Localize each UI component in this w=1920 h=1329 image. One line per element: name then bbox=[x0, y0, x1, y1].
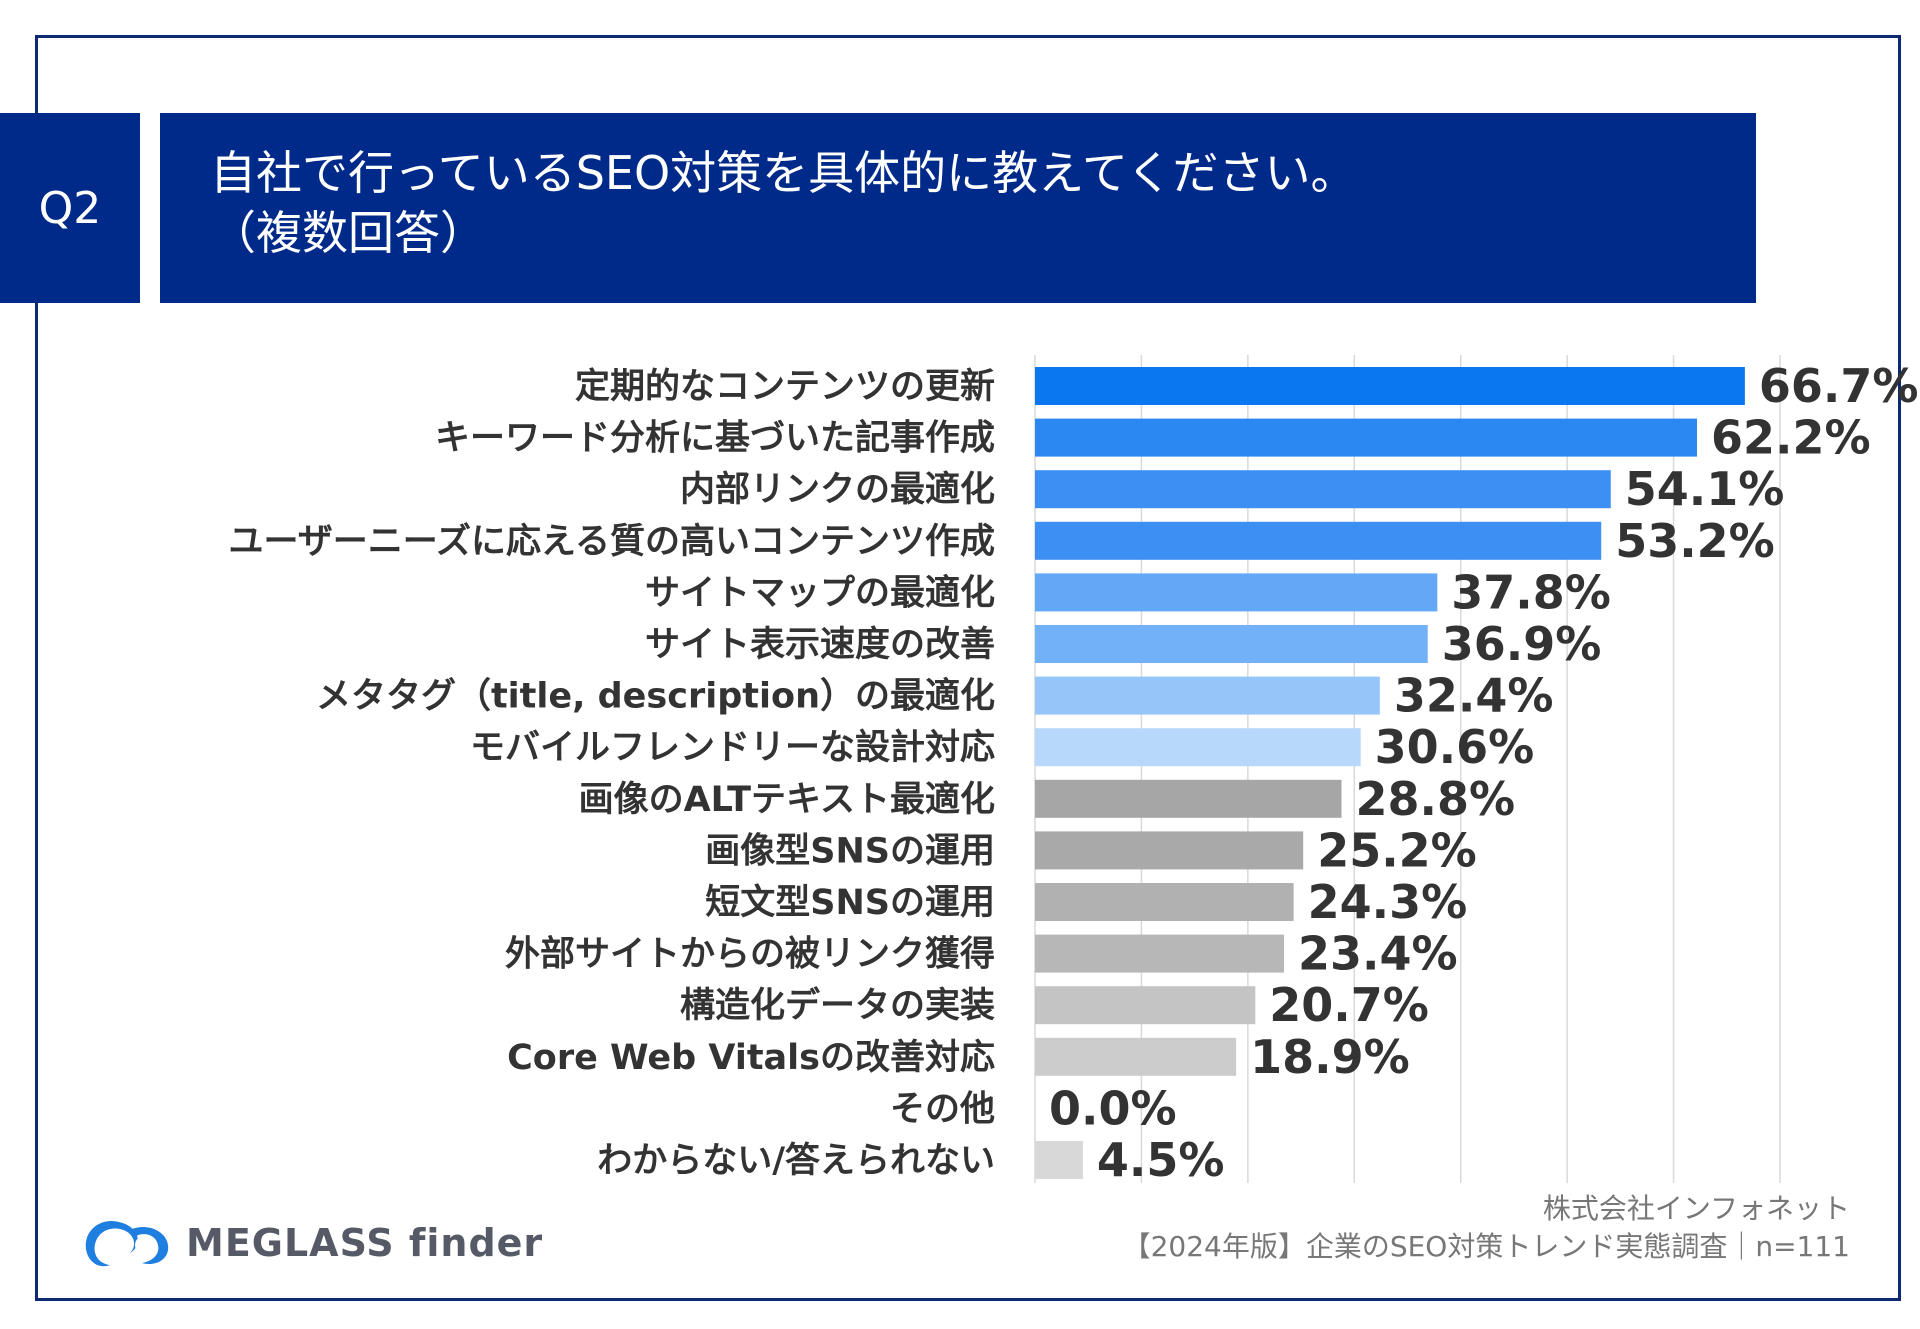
category-label: 構造化データの実装 bbox=[680, 985, 995, 1026]
bar bbox=[1035, 1037, 1237, 1076]
data-label: 20.7% bbox=[1269, 978, 1429, 1032]
bar bbox=[1035, 676, 1380, 715]
category-label: 定期的なコンテンツの更新 bbox=[575, 367, 995, 407]
data-label: 36.9% bbox=[1442, 617, 1602, 671]
category-label: Core Web Vitalsの改善対応 bbox=[507, 1038, 995, 1078]
data-label: 18.9% bbox=[1250, 1030, 1410, 1084]
bar bbox=[1035, 367, 1745, 405]
data-label: 25.2% bbox=[1317, 823, 1477, 877]
category-label: わからない/答えられない bbox=[597, 1141, 995, 1181]
footer-company: 株式会社インフォネット bbox=[1542, 1192, 1850, 1225]
bar bbox=[1035, 883, 1294, 921]
category-label: モバイルフレンドリーな設計対応 bbox=[470, 728, 995, 768]
question-title-line1: 自社で行っているSEO対策を具体的に教えてください。 bbox=[210, 146, 1357, 200]
footer: 株式会社インフォネット 【2024年版】企業のSEO対策トレンド実態調査｜n=1… bbox=[1123, 1190, 1850, 1266]
slide-frame bbox=[35, 35, 1901, 1301]
question-number-badge: Q2 bbox=[0, 113, 140, 303]
category-label: 短文型SNSの運用 bbox=[705, 883, 995, 923]
bar bbox=[1035, 934, 1285, 973]
data-label: 62.2% bbox=[1711, 411, 1871, 465]
bar bbox=[1035, 625, 1428, 663]
question-title-line2: （複数回答） bbox=[210, 206, 486, 260]
data-label: 24.3% bbox=[1308, 875, 1468, 929]
meglass-logo-icon bbox=[85, 1221, 169, 1267]
category-label: その他 bbox=[890, 1089, 995, 1129]
category-label: 画像のALTテキスト最適化 bbox=[579, 780, 995, 820]
data-label: 23.4% bbox=[1298, 927, 1458, 981]
bar bbox=[1035, 470, 1611, 509]
meglass-logo: MEGLASS finder bbox=[82, 1215, 543, 1271]
data-label: 4.5% bbox=[1097, 1133, 1225, 1187]
data-label: 54.1% bbox=[1625, 462, 1785, 516]
bar bbox=[1035, 1141, 1083, 1179]
category-label: サイトマップの最適化 bbox=[645, 573, 995, 613]
bar bbox=[1035, 573, 1438, 612]
category-label: サイト表示速度の改善 bbox=[645, 625, 995, 665]
data-label: 53.2% bbox=[1615, 514, 1775, 568]
question-title-banner: 自社で行っているSEO対策を具体的に教えてください。 （複数回答） bbox=[160, 113, 1756, 303]
footer-survey: 【2024年版】企業のSEO対策トレンド実態調査｜n=111 bbox=[1122, 1230, 1850, 1263]
bar bbox=[1035, 418, 1697, 457]
bar bbox=[1035, 831, 1304, 870]
data-label: 0.0% bbox=[1049, 1081, 1177, 1135]
logo-text: MEGLASS finder bbox=[186, 1221, 544, 1265]
category-label: ユーザーニーズに応える質の高いコンテンツ作成 bbox=[228, 521, 995, 562]
bar bbox=[1035, 521, 1602, 560]
data-label: 66.7% bbox=[1759, 359, 1919, 413]
category-label: キーワード分析に基づいた記事作成 bbox=[435, 419, 995, 459]
category-label: 画像型SNSの運用 bbox=[705, 831, 995, 871]
data-label: 32.4% bbox=[1394, 669, 1554, 723]
bar bbox=[1035, 986, 1256, 1025]
bar bbox=[1035, 728, 1361, 767]
category-label: メタタグ（title, description）の最適化 bbox=[316, 677, 995, 717]
question-number: Q2 bbox=[38, 182, 102, 234]
bar bbox=[1035, 779, 1342, 818]
category-label: 外部サイトからの被リンク獲得 bbox=[505, 935, 995, 975]
category-label: 内部リンクの最適化 bbox=[680, 470, 995, 510]
data-label: 28.8% bbox=[1356, 772, 1516, 826]
data-label: 37.8% bbox=[1451, 565, 1611, 619]
data-label: 30.6% bbox=[1375, 720, 1535, 774]
